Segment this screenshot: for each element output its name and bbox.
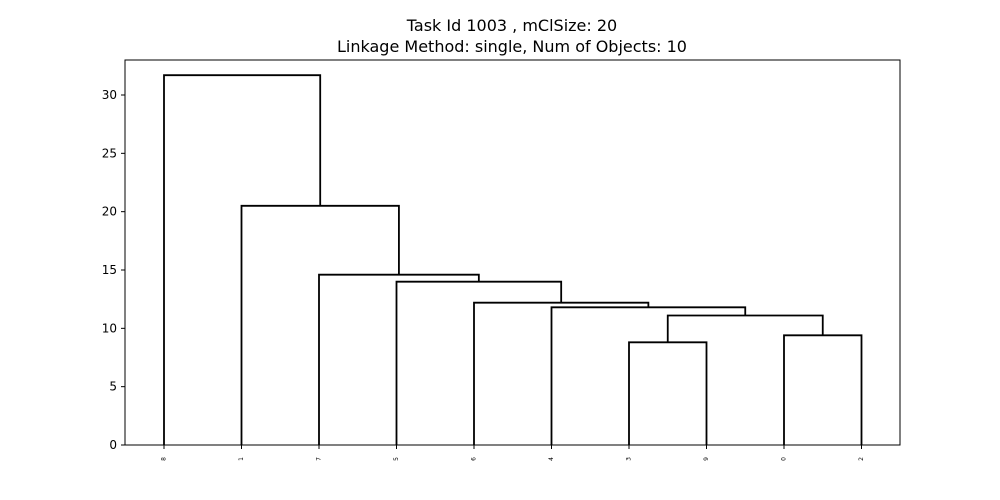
chart-title-line-1: Task Id 1003 , mClSize: 20 — [406, 16, 617, 35]
leaf-label-7: 7 — [316, 457, 323, 461]
y-axis: 0 5 10 15 20 25 30 — [102, 88, 125, 452]
dendrogram-link-4 — [473, 301, 650, 445]
y-tick-label-5: 5 — [109, 380, 117, 394]
leaf-label-8: 8 — [161, 457, 168, 461]
leaf-label-5: 5 — [393, 457, 400, 461]
leaf-label-3: 3 — [626, 457, 633, 461]
leaf-label-6: 6 — [471, 457, 478, 461]
dendrogram-link-8 — [163, 74, 322, 445]
y-tick-label-15: 15 — [102, 263, 117, 277]
y-tick-label-0: 0 — [109, 438, 117, 452]
dendrogram-link-5 — [395, 280, 563, 445]
leaf-label-1: 1 — [238, 457, 245, 461]
y-tick-label-25: 25 — [102, 146, 117, 160]
leaf-label-4: 4 — [548, 457, 555, 461]
x-axis: 8 1 7 5 6 4 3 9 0 2 — [161, 445, 865, 461]
leaf-label-2: 2 — [858, 457, 865, 461]
dendrogram-link-3 — [550, 306, 747, 445]
dendrogram-link-2 — [666, 314, 824, 343]
leaf-label-0: 0 — [781, 457, 788, 461]
y-tick-label-20: 20 — [102, 205, 117, 219]
y-tick-label-30: 30 — [102, 88, 117, 102]
dendrogram-links — [163, 74, 863, 445]
dendrogram-link-7 — [240, 204, 400, 445]
leaf-label-9: 9 — [703, 457, 710, 461]
chart-title-line-2: Linkage Method: single, Num of Objects: … — [337, 37, 687, 56]
dendrogram-link-0 — [628, 341, 708, 445]
plot-frame — [124, 59, 901, 446]
dendrogram-link-1 — [783, 334, 863, 445]
dendrogram-link-6 — [318, 273, 480, 445]
y-tick-label-10: 10 — [102, 321, 117, 335]
